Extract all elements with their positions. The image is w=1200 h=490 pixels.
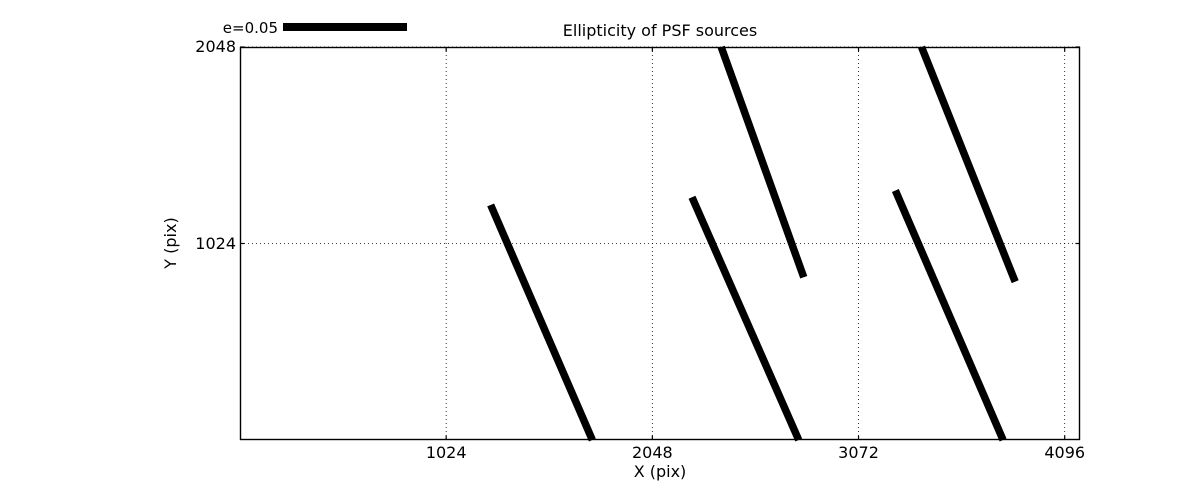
x-tick-label: 4096 (1044, 443, 1086, 462)
x-tick-label: 3072 (838, 443, 879, 462)
ellipticity-whisker (487, 203, 596, 442)
plot-canvas (239, 45, 1081, 442)
legend-key-bar (283, 23, 407, 31)
chart-title: Ellipticity of PSF sources (562, 21, 758, 40)
ellipticity-whisker (688, 195, 803, 442)
ellipticity-whisker (918, 45, 1019, 284)
axes-frame (239, 46, 1081, 441)
x-tick-label: 2048 (631, 443, 673, 462)
x-tick-label: 1024 (425, 443, 467, 462)
y-tick-label: 1024 (195, 233, 236, 253)
x-axis-label: X (pix) (633, 462, 687, 481)
y-tick-label: 2048 (195, 37, 236, 56)
plot-area (239, 45, 1081, 442)
legend-label: e=0.05 (222, 19, 278, 37)
ellipticity-whisker (717, 45, 808, 279)
y-axis-label: Y (pix) (161, 217, 180, 269)
ellipticity-whisker (891, 189, 1007, 442)
